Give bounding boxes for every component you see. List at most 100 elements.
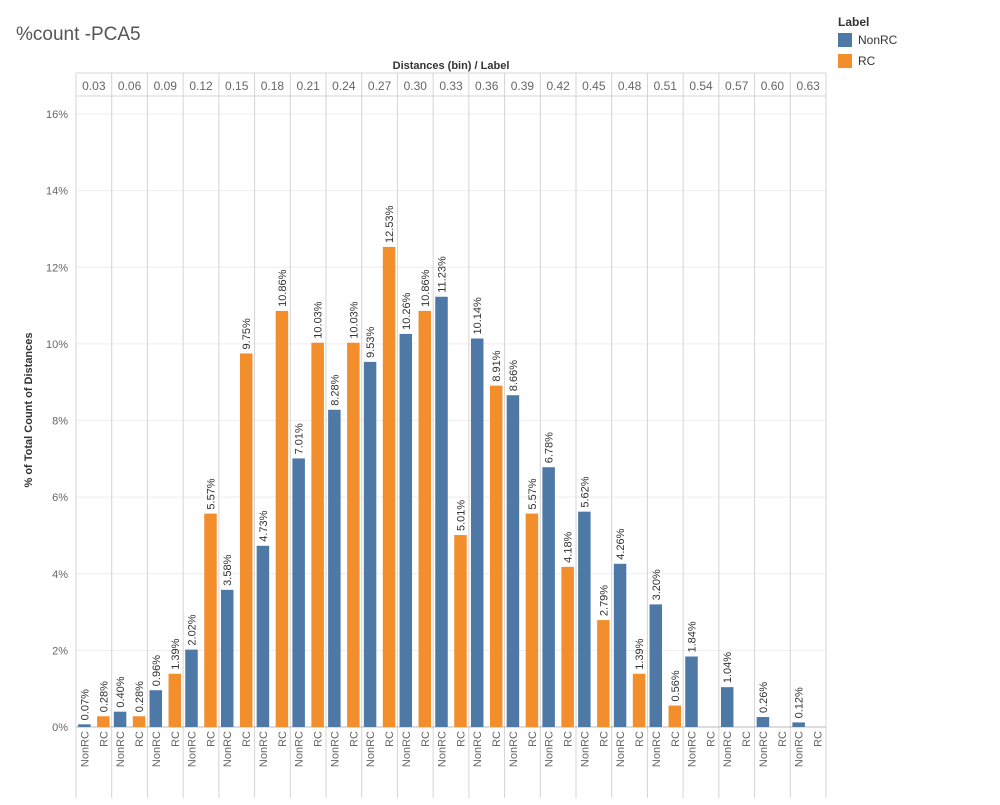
bar-value-label: 0.07%: [79, 689, 91, 720]
y-axis-label: % of Total Count of Distances: [23, 332, 35, 487]
bar-rc: [311, 342, 324, 727]
category-header-label: 0.03: [82, 79, 106, 93]
bar-value-label: 10.14%: [472, 297, 484, 335]
series-tick-label: RC: [313, 731, 325, 747]
bar-value-label: 1.39%: [634, 638, 646, 669]
series-tick-label: NonRC: [329, 731, 341, 767]
series-tick-label: NonRC: [79, 731, 91, 767]
series-tick-label: NonRC: [687, 731, 699, 767]
bar-value-label: 5.57%: [206, 478, 218, 509]
bar-nonrc: [756, 717, 770, 727]
bar-value-label: 8.28%: [329, 374, 341, 405]
y-tick-label: 8%: [52, 416, 68, 428]
series-tick-label: NonRC: [758, 731, 770, 767]
bar-value-label: 9.53%: [365, 326, 377, 357]
category-header-label: 0.33: [439, 79, 463, 93]
bar-value-label: 0.12%: [794, 687, 806, 718]
y-tick-label: 2%: [52, 645, 68, 657]
bar-value-label: 2.02%: [187, 614, 199, 645]
category-header-label: 0.45: [582, 79, 606, 93]
series-tick-label: RC: [98, 731, 110, 747]
series-tick-label: NonRC: [294, 731, 306, 767]
bar-rc: [97, 716, 110, 727]
bar-value-label: 3.58%: [222, 554, 234, 585]
bar-value-label: 4.73%: [258, 510, 270, 541]
bar-value-label: 7.01%: [294, 423, 306, 454]
bar-nonrc: [792, 722, 805, 727]
category-header-label: 0.48: [618, 79, 642, 93]
bar-value-label: 5.62%: [579, 476, 591, 507]
y-tick-label: 6%: [52, 492, 68, 504]
bar-rc: [561, 566, 574, 727]
legend-label: RC: [858, 54, 876, 68]
category-header-label: 0.15: [225, 79, 249, 93]
legend-label: NonRC: [858, 33, 898, 47]
y-tick-label: 4%: [52, 569, 68, 581]
series-tick-label: RC: [563, 731, 575, 747]
series-tick-label: NonRC: [794, 731, 806, 767]
series-tick-label: RC: [527, 731, 539, 747]
series-tick-label: RC: [348, 731, 360, 747]
bar-value-label: 9.75%: [241, 318, 253, 349]
series-tick-label: RC: [813, 731, 825, 747]
category-header-label: 0.57: [725, 79, 749, 93]
bar-value-label: 0.40%: [115, 676, 127, 707]
category-header-label: 0.18: [261, 79, 285, 93]
bar-nonrc: [220, 589, 234, 727]
bar-value-label: 0.26%: [758, 682, 770, 713]
legend-swatch: [838, 54, 852, 68]
bar-value-label: 5.57%: [527, 478, 539, 509]
bar-nonrc: [435, 296, 448, 727]
series-tick-label: RC: [241, 731, 253, 747]
category-header-label: 0.06: [118, 79, 142, 93]
series-tick-label: RC: [170, 731, 182, 747]
bar-rc: [204, 513, 217, 727]
category-header-label: 0.51: [654, 79, 678, 93]
bar-nonrc: [328, 409, 341, 727]
series-tick-label: RC: [420, 731, 432, 747]
bar-nonrc: [399, 333, 413, 727]
bar-value-label: 0.28%: [134, 681, 146, 712]
bar-value-label: 11.23%: [437, 256, 449, 293]
category-header-label: 0.39: [511, 79, 535, 93]
bar-nonrc: [649, 604, 663, 727]
bar-nonrc: [613, 563, 627, 727]
bar-nonrc: [685, 656, 698, 727]
bar-value-label: 1.39%: [170, 638, 182, 669]
category-header-label: 0.54: [689, 79, 713, 93]
column-header: Distances (bin) / Label: [393, 60, 510, 72]
bar-rc: [347, 342, 360, 727]
series-tick-label: NonRC: [151, 731, 163, 767]
series-tick-label: RC: [134, 731, 146, 747]
series-tick-label: NonRC: [365, 731, 377, 767]
bar-rc: [668, 705, 682, 727]
bar-value-label: 8.66%: [508, 360, 520, 391]
series-tick-label: RC: [598, 731, 610, 747]
bar-rc: [454, 535, 467, 727]
series-tick-label: NonRC: [722, 731, 734, 767]
bar-nonrc: [78, 724, 91, 727]
bar-value-label: 6.78%: [544, 432, 556, 463]
category-header-label: 0.24: [332, 79, 356, 93]
bar-rc: [632, 673, 646, 727]
bar-nonrc: [542, 467, 555, 727]
category-header-label: 0.42: [546, 79, 570, 93]
series-tick-label: RC: [384, 731, 396, 747]
plot-area: 0% 2% 4% 6% 8% 10% 12% 14% 16% 0.03 0.06 0.09 0.12 0.…: [46, 72, 827, 798]
category-header-label: 0.60: [761, 79, 785, 93]
bar-nonrc: [578, 511, 591, 727]
series-tick-label: NonRC: [437, 731, 449, 767]
bar-value-label: 12.53%: [384, 205, 396, 243]
bar-nonrc: [363, 361, 377, 727]
bar-value-label: 0.96%: [151, 655, 163, 686]
category-header-label: 0.63: [796, 79, 820, 93]
bar-value-label: 2.79%: [598, 585, 610, 616]
y-tick-label: 0%: [52, 722, 68, 734]
y-tick-label: 14%: [46, 186, 68, 198]
series-tick-label: RC: [777, 731, 789, 747]
bar-value-label: 0.56%: [670, 670, 682, 701]
bar-value-label: 4.18%: [563, 531, 575, 562]
bar-nonrc: [113, 711, 127, 727]
bar-value-label: 10.03%: [348, 301, 360, 339]
